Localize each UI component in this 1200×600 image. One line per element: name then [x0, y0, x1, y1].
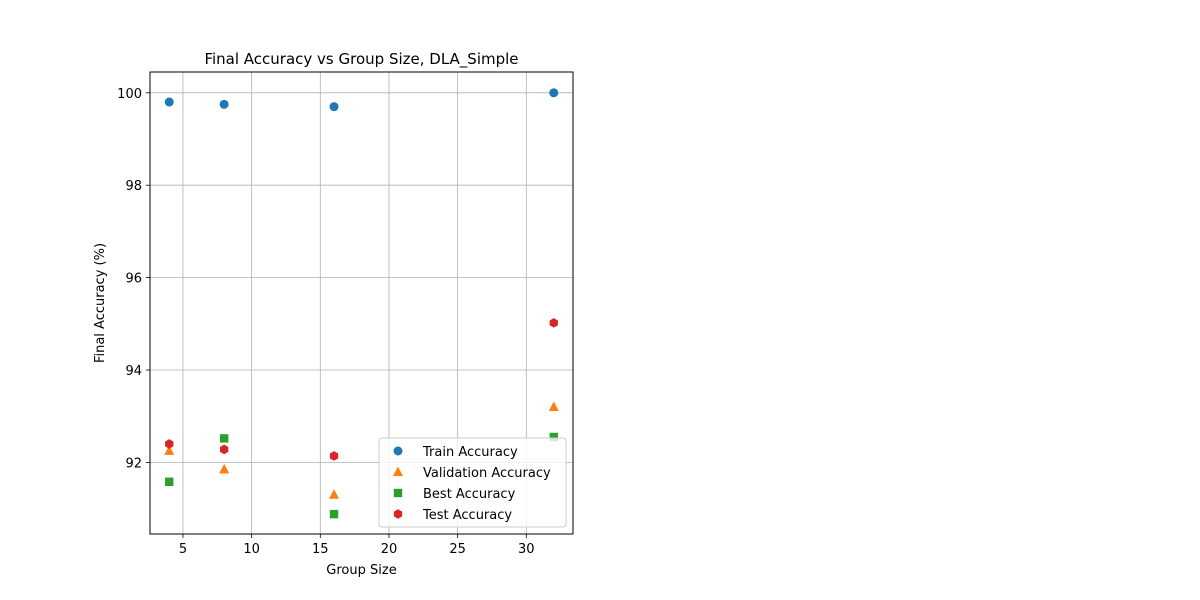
data-point-triangle: [219, 463, 230, 474]
legend-marker-triangle: [393, 466, 403, 476]
data-point-square: [329, 509, 339, 519]
plot-frame: [149, 71, 574, 535]
data-point-hexagon: [165, 439, 174, 449]
y-tick-label: 98: [125, 179, 142, 194]
y-axis-label: Final Accuracy (%): [93, 243, 108, 363]
x-axis-label: Group Size: [326, 563, 396, 578]
x-tick-label: 15: [312, 542, 329, 557]
y-tick-label: 96: [125, 272, 142, 287]
legend: Train Accuracy Validation Accuracy Best Ac…: [378, 437, 567, 528]
legend-marker-square: [393, 488, 403, 498]
data-point-hexagon: [329, 451, 339, 461]
chart-title: Final Accuracy vs Group Size, DLA_Simple: [204, 50, 518, 69]
data-point-hexagon: [549, 318, 558, 328]
data-point-circle: [164, 97, 174, 107]
data-point-hexagon: [220, 444, 229, 455]
data-point-triangle: [548, 401, 559, 411]
y-tick-label: 92: [125, 456, 142, 471]
legend-label: Train Accuracy: [422, 445, 518, 460]
x-tick-label: 25: [449, 542, 466, 557]
data-point-square: [219, 434, 229, 443]
legend-label: Test Accuracy: [422, 508, 512, 523]
data-point-square: [165, 477, 174, 486]
legend-marker-hexagon: [393, 509, 403, 519]
data-point-triangle: [329, 489, 340, 499]
x-tick-label: 30: [518, 542, 535, 557]
data-point-triangle: [164, 445, 175, 455]
legend-label: Validation Accuracy: [423, 466, 551, 481]
data-point-circle: [549, 88, 559, 98]
legend-label: Best Accuracy: [423, 487, 516, 502]
legend-marker-circle: [393, 446, 403, 456]
x-tick-label: 5: [179, 542, 187, 557]
y-tick-label: 100: [117, 87, 142, 102]
data-point-square: [549, 432, 558, 442]
grid: [150, 72, 573, 534]
x-tick-label: 10: [243, 542, 260, 557]
x-tick-label: 20: [381, 542, 398, 557]
axis-ticks: 5 10 15 20 25 30 92 94 96 98 100: [117, 87, 534, 557]
data-point-circle: [219, 99, 229, 109]
legend-box: [378, 437, 567, 528]
y-tick-label: 94: [125, 364, 142, 379]
data-points: [164, 88, 559, 519]
data-point-circle: [329, 102, 339, 112]
